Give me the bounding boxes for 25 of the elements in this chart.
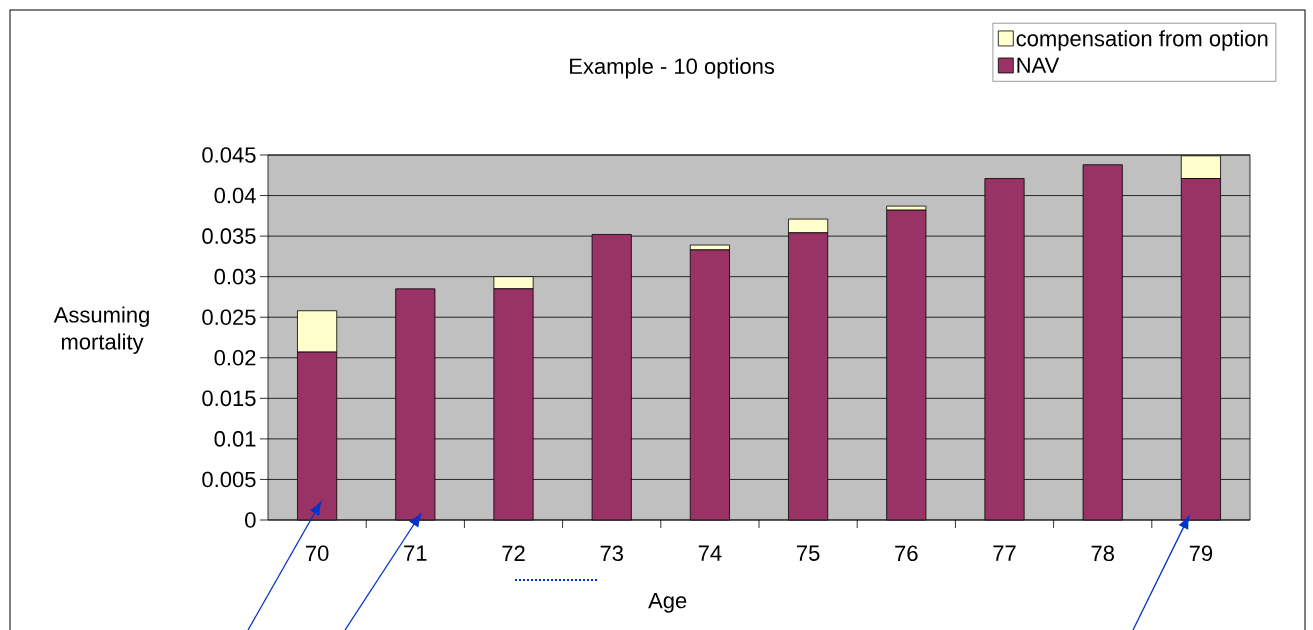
y-tick-label: 0.035	[202, 228, 256, 244]
x-tick-label: 70	[306, 545, 329, 562]
y-tick-label: 0.045	[202, 147, 256, 163]
y-tick-label: 0	[245, 512, 256, 528]
y-axis-title: Assuming mortality	[53, 306, 149, 354]
x-tick-label: 76	[895, 545, 918, 562]
y-tick-label: 0.02	[214, 349, 256, 366]
x-tick-label: 78	[1091, 545, 1114, 562]
y-tick-label: 0.01	[214, 431, 256, 447]
x-tick-label: 75	[797, 545, 820, 561]
x-tick-label: 77	[993, 545, 1016, 561]
x-tick-label: 72	[502, 545, 525, 561]
legend-label: NAV	[1017, 57, 1060, 73]
x-tick-label: 73	[600, 545, 623, 562]
y-tick-label: 0.015	[202, 390, 256, 407]
y-tick-label: 0.04	[214, 187, 256, 204]
legend-label: compensation from option	[1016, 30, 1268, 51]
chart-title: Example - 10 options	[570, 57, 775, 79]
y-tick-label: 0.005	[202, 471, 256, 488]
x-tick-label: 71	[404, 545, 427, 561]
x-tick-label: 74	[698, 545, 722, 561]
x-tick-label: 79	[1189, 545, 1213, 562]
y-tick-label: 0.03	[214, 268, 256, 285]
y-tick-label: 0.025	[202, 309, 256, 326]
x-axis-title: Age	[648, 593, 687, 613]
